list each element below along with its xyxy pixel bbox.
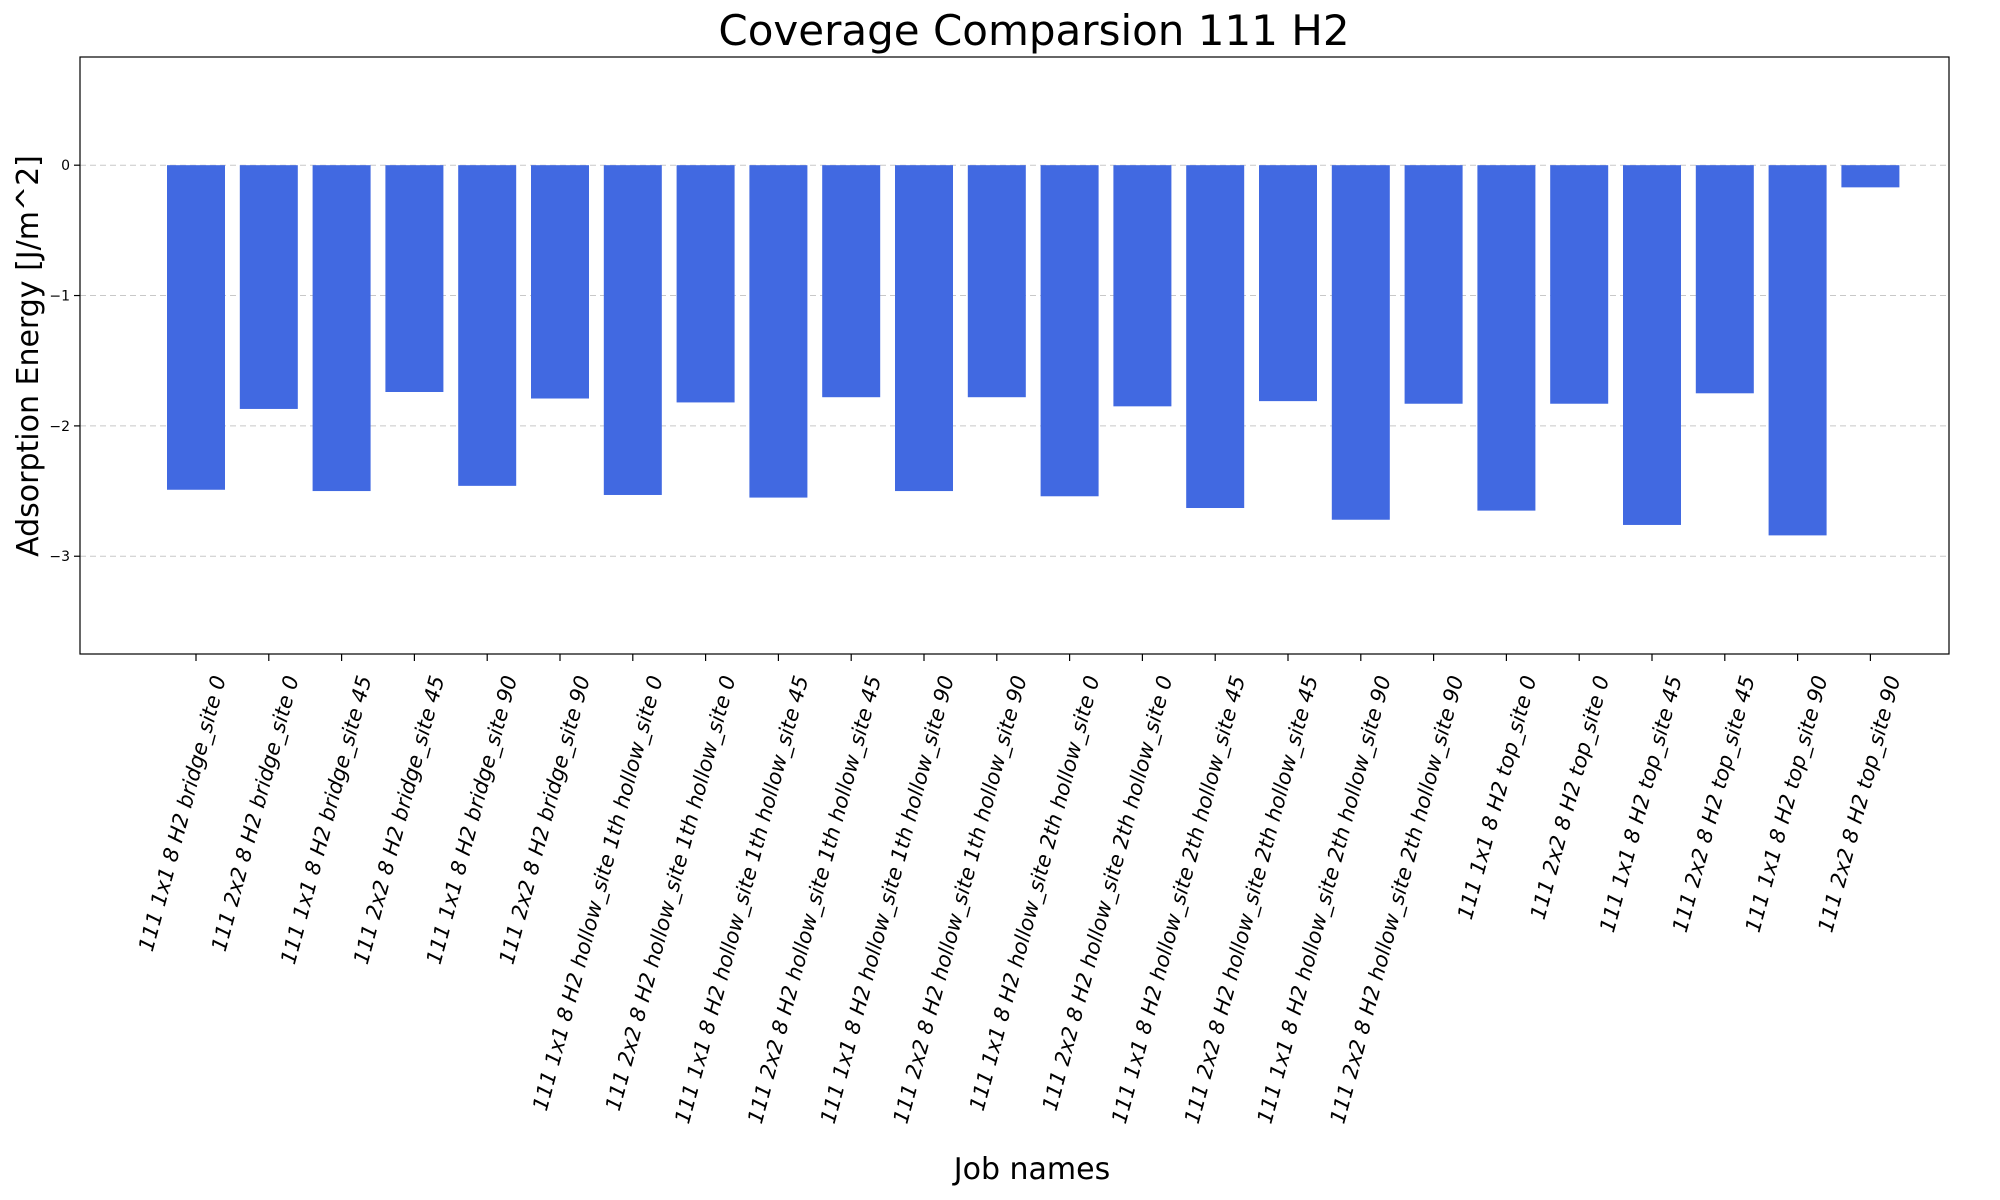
x-tick-label: 111 2x2 8 H2 top_site 90 bbox=[1814, 673, 1907, 935]
bar bbox=[1259, 165, 1317, 402]
x-tick-label: 111 2x2 8 H2 hollow_site 2th hollow_site… bbox=[1038, 673, 1178, 1113]
x-tick-label: 111 1x1 8 H2 hollow_site 2th hollow_site… bbox=[1253, 673, 1397, 1126]
x-tick-label: 111 2x2 8 H2 hollow_site 2th hollow_site… bbox=[1326, 673, 1470, 1126]
bar bbox=[895, 165, 953, 492]
chart-title: Coverage Comparsion 111 H2 bbox=[718, 6, 1349, 55]
bar bbox=[312, 165, 371, 492]
bar bbox=[603, 165, 662, 495]
bar bbox=[1040, 165, 1099, 497]
x-tick-label: 111 1x1 8 H2 top_site 0 bbox=[1453, 673, 1542, 922]
bar bbox=[1186, 165, 1245, 509]
x-tick-label: 111 2x2 8 H2 hollow_site 1th hollow_site… bbox=[889, 673, 1033, 1126]
y-tick-label: −1 bbox=[49, 289, 70, 305]
bar bbox=[967, 165, 1026, 398]
x-tick-label: 111 2x2 8 H2 top_site 45 bbox=[1668, 673, 1761, 935]
x-tick-label: 111 2x2 8 H2 hollow_site 1th hollow_site… bbox=[743, 673, 887, 1126]
bar bbox=[1477, 165, 1536, 511]
bar bbox=[1768, 165, 1827, 536]
x-tick-label: 111 1x1 8 H2 hollow_site 2th hollow_site… bbox=[965, 673, 1105, 1113]
bar bbox=[676, 165, 735, 403]
bar bbox=[822, 165, 881, 398]
x-tick-label: 111 1x1 8 H2 hollow_site 1th hollow_site… bbox=[670, 673, 814, 1126]
y-tick-label: 0 bbox=[61, 158, 70, 174]
bar bbox=[1695, 165, 1754, 394]
y-axis-label: Adsorption Energy [J/m^2] bbox=[11, 155, 46, 557]
x-tick-label: 111 2x2 8 H2 top_site 0 bbox=[1526, 673, 1615, 922]
bar bbox=[531, 165, 589, 399]
bar bbox=[1550, 165, 1609, 404]
bar bbox=[239, 165, 298, 409]
bar bbox=[385, 165, 444, 392]
bar bbox=[749, 165, 808, 498]
y-axis-ticks: 0 −1 −2 −3 bbox=[49, 158, 80, 565]
x-tick-label: 111 1x1 8 H2 hollow_site 2th hollow_site… bbox=[1107, 673, 1251, 1126]
bar bbox=[458, 165, 517, 486]
bar bbox=[1841, 165, 1900, 188]
x-tick-label: 111 2x2 8 H2 hollow_site 2th hollow_site… bbox=[1180, 673, 1324, 1126]
bar bbox=[1331, 165, 1390, 520]
x-tick-label: 111 2x2 8 H2 hollow_site 1th hollow_site… bbox=[601, 673, 741, 1113]
bars bbox=[167, 165, 1900, 536]
x-tick-label: 111 1x1 8 H2 hollow_site 1th hollow_site… bbox=[528, 673, 668, 1113]
x-tick-label: 111 1x1 8 H2 hollow_site 1th hollow_site… bbox=[816, 673, 960, 1126]
x-tick-label: 111 1x1 8 H2 top_site 45 bbox=[1595, 673, 1688, 935]
bar bbox=[1404, 165, 1463, 404]
bar bbox=[1623, 165, 1681, 525]
plot-area-frame bbox=[79, 56, 1950, 655]
y-tick-label: −2 bbox=[49, 419, 70, 435]
bar bbox=[167, 165, 225, 490]
y-tick-label: −3 bbox=[49, 549, 70, 565]
x-axis-label: Job names bbox=[952, 1152, 1111, 1187]
bar bbox=[1113, 165, 1172, 407]
x-tick-label: 111 1x1 8 H2 top_site 90 bbox=[1741, 673, 1834, 935]
